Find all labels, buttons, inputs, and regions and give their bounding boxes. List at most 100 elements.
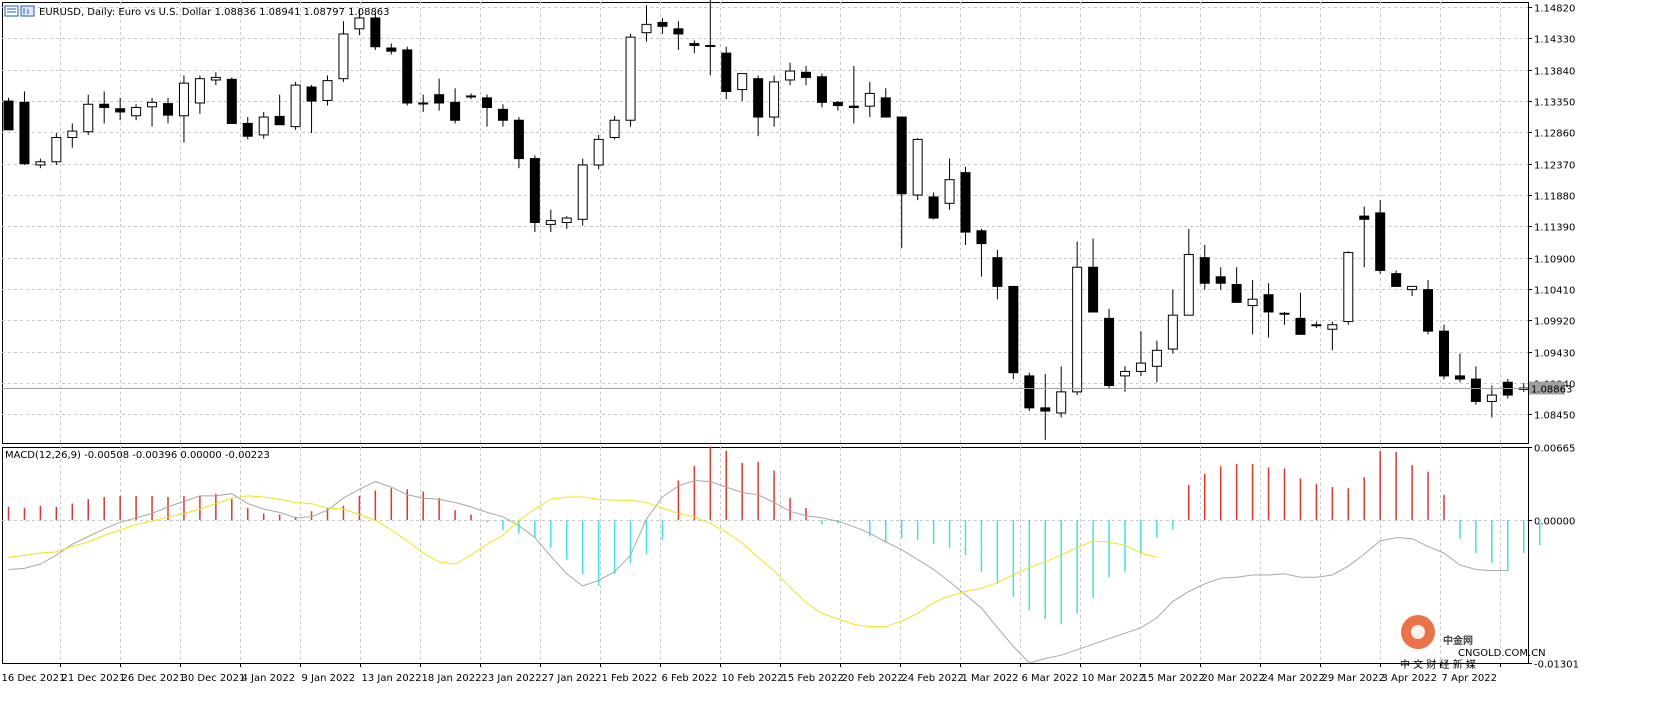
bullish-candle[interactable]: [944, 179, 955, 204]
bullish-candle[interactable]: [641, 23, 652, 34]
bearish-candle[interactable]: [386, 47, 397, 52]
bearish-candle[interactable]: [880, 97, 891, 118]
bullish-candle[interactable]: [1151, 349, 1162, 367]
bearish-candle[interactable]: [529, 158, 540, 224]
bullish-candle[interactable]: [1167, 314, 1178, 350]
bullish-candle[interactable]: [912, 138, 923, 196]
bearish-candle[interactable]: [848, 105, 859, 108]
bearish-candle[interactable]: [163, 103, 173, 116]
bullish-candle[interactable]: [83, 103, 94, 133]
bearish-candle[interactable]: [513, 119, 524, 160]
chart-window-icon[interactable]: [4, 5, 19, 17]
bullish-candle[interactable]: [769, 81, 780, 118]
bearish-candle[interactable]: [466, 95, 477, 98]
bullish-candle[interactable]: [864, 92, 875, 107]
bearish-candle[interactable]: [1359, 215, 1370, 220]
bullish-candle[interactable]: [35, 161, 46, 166]
bullish-candle[interactable]: [785, 70, 796, 81]
bearish-candle[interactable]: [801, 71, 811, 78]
bearish-candle[interactable]: [657, 21, 668, 27]
bullish-candle[interactable]: [1056, 391, 1067, 414]
time-axis-label: 24 Mar 2022: [1262, 673, 1325, 684]
bearish-candle[interactable]: [1024, 375, 1035, 409]
bearish-candle[interactable]: [1088, 266, 1099, 313]
bullish-candle[interactable]: [705, 44, 716, 47]
bullish-candle[interactable]: [1072, 266, 1083, 393]
bearish-candle[interactable]: [960, 172, 971, 233]
bullish-candle[interactable]: [1486, 394, 1497, 402]
bearish-candle[interactable]: [1040, 407, 1051, 412]
bearish-candle[interactable]: [1454, 375, 1465, 380]
bearish-candle[interactable]: [1008, 285, 1019, 374]
bullish-candle[interactable]: [67, 130, 78, 138]
bullish-candle[interactable]: [194, 78, 205, 104]
bullish-candle[interactable]: [178, 82, 189, 117]
bullish-candle[interactable]: [1135, 362, 1146, 372]
bearish-candle[interactable]: [1311, 324, 1322, 327]
bearish-candle[interactable]: [721, 52, 732, 92]
bearish-candle[interactable]: [402, 49, 413, 104]
bullish-candle[interactable]: [322, 80, 333, 101]
bearish-candle[interactable]: [928, 196, 939, 219]
bearish-candle[interactable]: [1215, 276, 1226, 284]
bearish-candle[interactable]: [99, 103, 110, 108]
bullish-candle[interactable]: [1279, 312, 1290, 315]
bearish-candle[interactable]: [1391, 273, 1402, 287]
bearish-candle[interactable]: [274, 115, 285, 126]
bearish-candle[interactable]: [497, 108, 508, 121]
bullish-candle[interactable]: [545, 220, 556, 225]
bearish-candle[interactable]: [370, 17, 381, 48]
bullish-candle[interactable]: [131, 106, 142, 117]
bullish-candle[interactable]: [290, 84, 301, 128]
bearish-candle[interactable]: [3, 100, 14, 131]
bearish-candle[interactable]: [306, 86, 317, 102]
bearish-candle[interactable]: [832, 101, 843, 107]
bullish-candle[interactable]: [1183, 253, 1194, 316]
bearish-candle[interactable]: [242, 122, 253, 137]
bearish-candle[interactable]: [816, 76, 827, 103]
bearish-candle[interactable]: [1375, 212, 1386, 271]
bearish-candle[interactable]: [1295, 317, 1306, 335]
bearish-candle[interactable]: [19, 101, 30, 165]
bullish-candle[interactable]: [625, 36, 636, 121]
bullish-candle[interactable]: [561, 217, 572, 224]
bullish-candle[interactable]: [577, 164, 588, 220]
bullish-candle[interactable]: [1407, 285, 1418, 291]
bearish-candle[interactable]: [976, 230, 987, 245]
bearish-candle[interactable]: [1231, 283, 1242, 303]
bullish-candle[interactable]: [338, 33, 349, 80]
bearish-candle[interactable]: [1199, 257, 1210, 284]
bullish-candle[interactable]: [1327, 324, 1338, 330]
bullish-candle[interactable]: [1120, 370, 1130, 377]
bearish-candle[interactable]: [1263, 294, 1274, 313]
bearish-candle[interactable]: [673, 28, 684, 35]
bearish-candle[interactable]: [450, 101, 461, 121]
bullish-candle[interactable]: [147, 101, 158, 108]
macd-axis-label: 0.00665: [1534, 444, 1575, 455]
bullish-candle[interactable]: [1343, 252, 1354, 323]
bullish-candle[interactable]: [258, 116, 269, 136]
bearish-candle[interactable]: [689, 43, 700, 46]
bullish-candle[interactable]: [1247, 298, 1258, 307]
bearish-candle[interactable]: [992, 257, 1003, 287]
bullish-candle[interactable]: [609, 119, 620, 138]
bearish-candle[interactable]: [1423, 289, 1434, 332]
bullish-candle[interactable]: [210, 76, 221, 81]
bullish-candle[interactable]: [51, 136, 62, 163]
bullish-candle[interactable]: [418, 102, 429, 105]
bearish-candle[interactable]: [1439, 330, 1449, 377]
bearish-candle[interactable]: [115, 108, 126, 113]
bullish-candle[interactable]: [593, 138, 604, 166]
bearish-candle[interactable]: [896, 116, 907, 195]
bullish-candle[interactable]: [737, 73, 748, 91]
bearish-candle[interactable]: [753, 78, 764, 118]
bearish-candle[interactable]: [226, 78, 237, 124]
bearish-candle[interactable]: [1470, 378, 1481, 402]
bullish-candle[interactable]: [354, 17, 365, 30]
bearish-candle[interactable]: [434, 94, 445, 104]
bearish-candle[interactable]: [1104, 317, 1115, 386]
current-price-tag: [1529, 381, 1565, 395]
bearish-candle[interactable]: [482, 97, 492, 108]
